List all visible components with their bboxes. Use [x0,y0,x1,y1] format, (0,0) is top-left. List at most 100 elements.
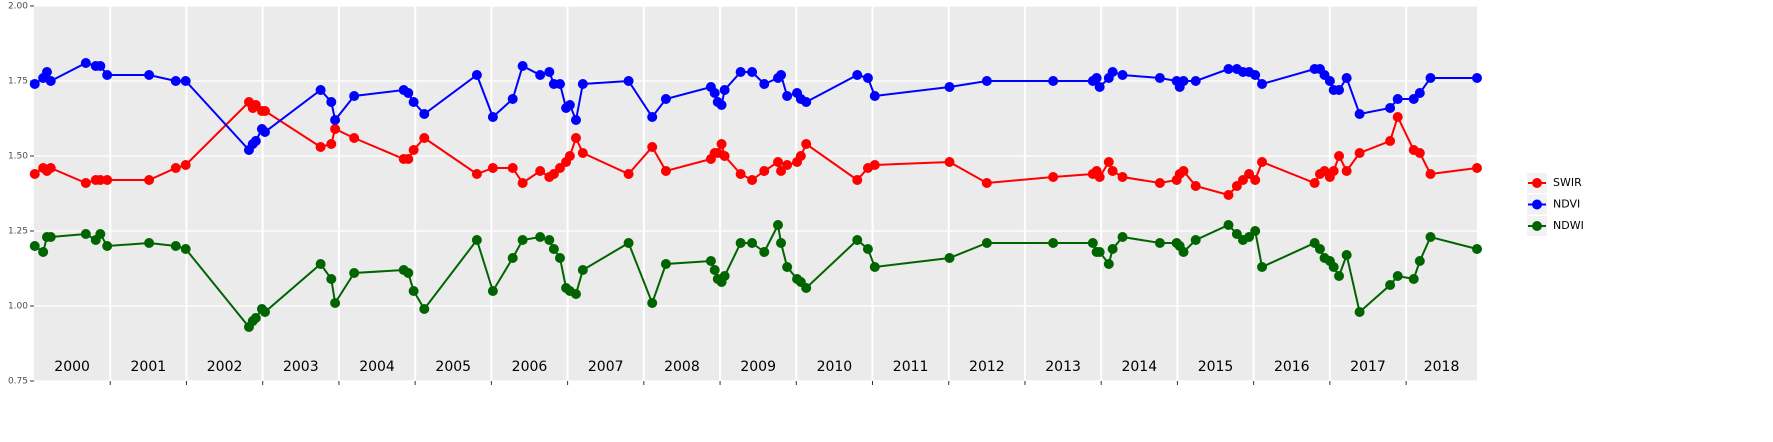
data-point [45,232,56,242]
data-point [1414,148,1425,158]
year-label: 2016 [1274,359,1310,375]
year-label: 2005 [435,359,471,375]
data-point [1190,181,1201,191]
data-point [647,112,658,122]
data-point [747,238,758,248]
data-point [759,79,770,89]
data-point [330,124,341,134]
data-point [95,229,106,239]
data-point [517,235,528,245]
data-point [1472,163,1482,173]
data-point [535,166,546,176]
y-tick-label: 1.75 [8,77,28,87]
y-tick-label: 2.00 [8,2,28,12]
data-point [1425,232,1436,242]
data-point [554,79,565,89]
data-point [577,79,588,89]
data-point [403,88,414,98]
data-point [259,307,270,317]
data-point [776,166,787,176]
data-point [660,94,671,104]
data-point [1314,244,1325,254]
year-label: 2014 [1121,359,1157,375]
data-point [852,235,863,245]
data-point [1244,232,1255,242]
year-label: 2012 [969,359,1005,375]
data-point [1334,151,1345,161]
data-point [1334,85,1345,95]
data-point [1385,136,1396,146]
data-point [250,136,261,146]
legend-label: NDWI [1553,219,1584,232]
data-point [180,244,191,254]
data-point [170,163,181,173]
data-point [45,163,56,173]
data-point [180,160,191,170]
data-point [1408,94,1419,104]
data-point [869,91,880,101]
data-point [1048,238,1059,248]
data-point [647,142,658,152]
data-point [326,139,337,149]
data-point [869,160,880,170]
data-point [1178,247,1189,257]
data-point [801,97,812,107]
data-point [1354,148,1365,158]
data-point [1094,172,1105,182]
data-point [170,76,181,86]
data-point [735,169,746,179]
data-point [1250,70,1261,80]
data-point [315,85,326,95]
data-point [403,154,414,164]
data-point [326,274,337,284]
data-point [759,247,770,257]
data-point [782,160,793,170]
data-point [1385,280,1396,290]
data-point [408,286,419,296]
y-tick-label: 1.25 [8,227,28,237]
year-label: 2010 [817,359,853,375]
data-point [570,289,581,299]
data-point [144,238,155,248]
data-point [1107,67,1118,77]
data-point [981,238,992,248]
year-label: 2008 [664,359,700,375]
data-point [801,283,812,293]
data-point [577,148,588,158]
data-point [1250,226,1261,236]
data-point [471,235,482,245]
data-point [735,238,746,248]
data-point [776,238,787,248]
data-point [330,115,341,125]
data-point [349,91,360,101]
year-label: 2003 [283,359,319,375]
data-point [544,67,555,77]
data-point [554,163,565,173]
data-point [102,241,113,251]
data-point [29,79,40,89]
data-point [102,175,113,185]
data-point [1324,76,1335,86]
data-point [517,61,528,71]
data-point [535,70,546,80]
data-point [1425,169,1436,179]
data-point [315,142,326,152]
data-point [554,253,565,263]
data-point [1223,64,1234,74]
data-point [80,229,91,239]
data-point [1425,73,1436,83]
data-point [1190,76,1201,86]
data-point [1094,247,1105,257]
data-point [29,169,40,179]
data-point [419,109,430,119]
data-point [29,241,40,251]
data-point [330,298,341,308]
data-point [1257,262,1268,272]
year-label: 2004 [359,359,395,375]
data-point [1231,181,1242,191]
legend-label: SWIR [1553,176,1582,189]
data-point [95,175,106,185]
data-point [349,133,360,143]
year-label: 2001 [131,359,167,375]
data-point [1354,109,1365,119]
